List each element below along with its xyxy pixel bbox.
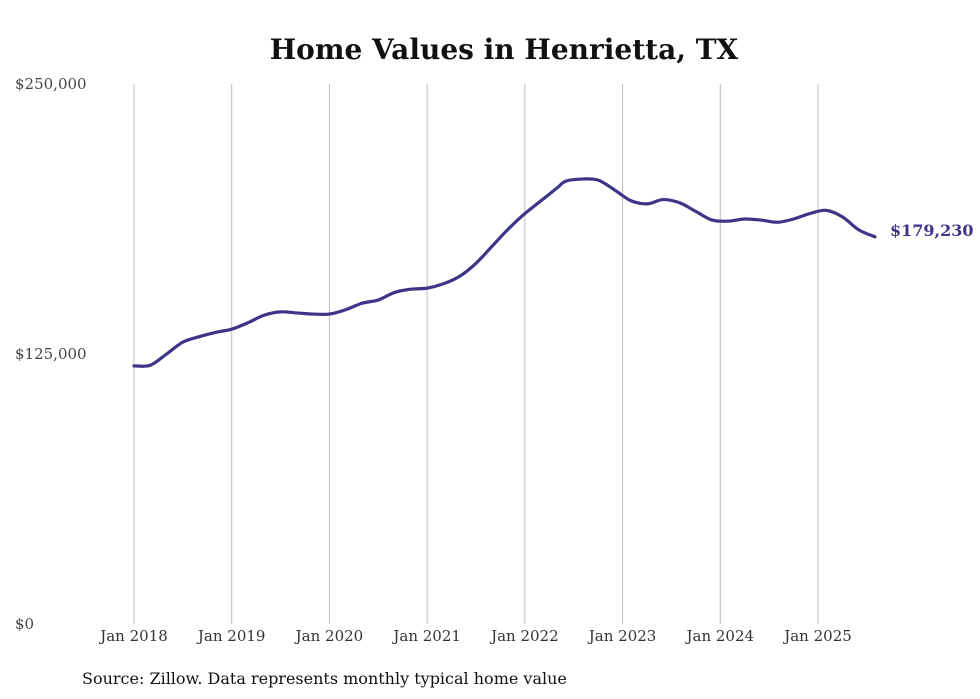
- y-tick-label: $125,000: [15, 345, 87, 363]
- x-axis-ticks: Jan 2018 Jan 2019 Jan 2020 Jan 2021 Jan 2022…: [98, 627, 852, 645]
- x-tick-label: Jan 2022: [489, 627, 559, 645]
- x-tick-label: Jan 2019: [196, 627, 266, 645]
- end-value-label: $179,230: [890, 221, 974, 240]
- y-axis-ticks: $0 $125,000 $250,000: [15, 75, 87, 633]
- chart-title: Home Values in Henrietta, TX: [270, 33, 739, 66]
- x-tick-label: Jan 2018: [98, 627, 168, 645]
- x-tick-label: Jan 2025: [782, 627, 852, 645]
- gridlines: [133, 84, 819, 624]
- y-tick-label: $0: [15, 615, 34, 633]
- series-line: [132, 177, 877, 368]
- y-tick-label: $250,000: [15, 75, 87, 93]
- x-tick-label: Jan 2023: [587, 627, 657, 645]
- x-tick-label: Jan 2020: [294, 627, 364, 645]
- x-tick-label: Jan 2024: [685, 627, 755, 645]
- source-note: Source: Zillow. Data represents monthly …: [82, 669, 567, 688]
- x-tick-label: Jan 2021: [391, 627, 461, 645]
